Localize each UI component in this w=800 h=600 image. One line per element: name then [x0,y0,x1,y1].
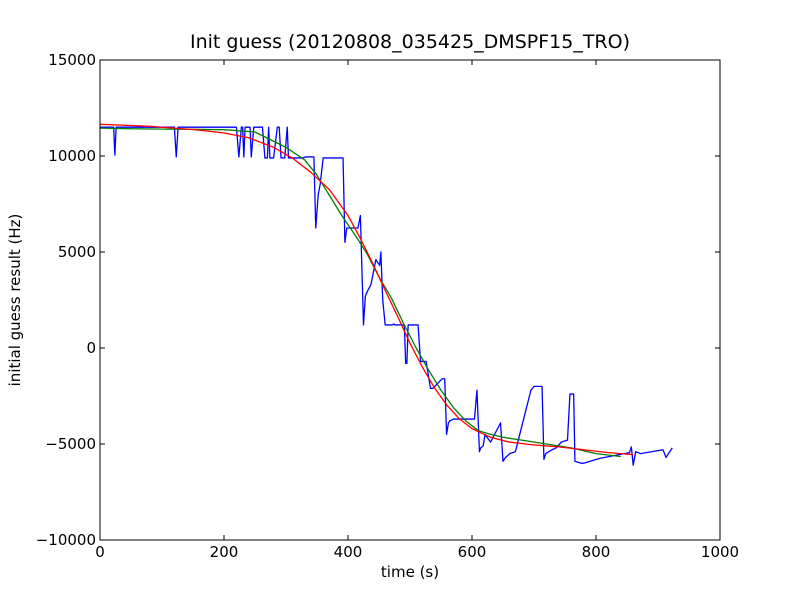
chart-title: Init guess (20120808_035425_DMSPF15_TRO) [190,31,630,53]
series-layer [100,123,673,466]
y-tick-label: 5000 [58,243,96,261]
y-axis-label: initial guess result (Hz) [6,214,24,387]
y-tick-label: −5000 [45,435,96,453]
series-line-1 [100,126,673,466]
plot-background [100,60,720,540]
x-tick-label: 200 [210,543,239,561]
series-line-2 [100,127,621,458]
x-tick-label: 600 [458,543,487,561]
y-tick-label: −10000 [36,531,96,549]
x-axis-label: time (s) [381,563,439,581]
x-tick-label: 0 [95,543,105,561]
series-line-3 [100,123,634,456]
x-tick-label: 400 [334,543,363,561]
y-tick-label: 15000 [48,51,96,69]
x-tick-label: 800 [582,543,611,561]
x-tick-label: 1000 [701,543,739,561]
y-tick-label: 0 [86,339,96,357]
plot-area: 0 200 400 600 800 1000 −10000 −5000 0 5000 10000 15… [36,51,739,561]
plot-frame [99,59,721,541]
ticks-layer: 0 200 400 600 800 1000 −10000 −5000 0 5000 10000 15… [36,51,739,561]
y-tick-label: 10000 [48,147,96,165]
